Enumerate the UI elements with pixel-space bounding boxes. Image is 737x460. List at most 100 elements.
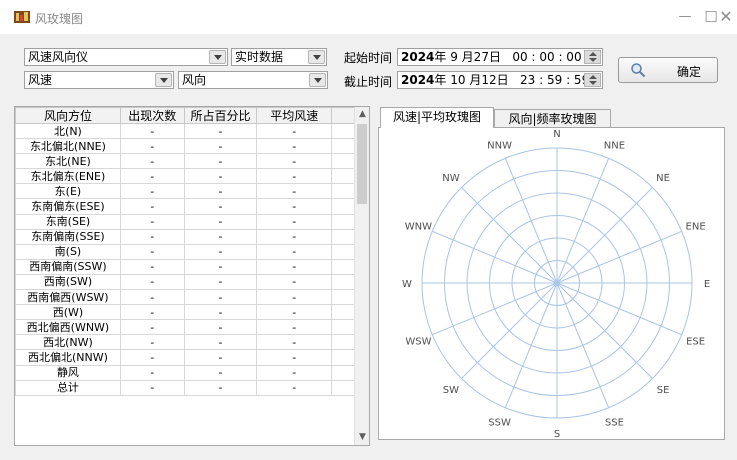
tab-frequency-rose[interactable]: 风向|频率玫瑰图	[494, 109, 611, 127]
wind-rose-chart: N NNE NE ENE E ESE SE SSE S SSW SW WSW W WNW NW NNW	[402, 129, 710, 439]
device-select[interactable]: 风速风向仪	[24, 48, 228, 66]
value-cell: -	[256, 243, 333, 260]
mode-select-value: 实时数据	[235, 50, 284, 64]
spin-icon[interactable]	[584, 73, 601, 87]
empty-cell	[331, 138, 356, 155]
value-cell: -	[119, 243, 185, 260]
tab-speed-rose[interactable]: 风速|平均玫瑰图	[380, 107, 494, 128]
table-row[interactable]: 总计 - - -	[15, 379, 356, 396]
value-cell: -	[119, 364, 185, 381]
table-row[interactable]: 东南偏东(ESE) - - -	[15, 198, 356, 215]
device-select-value: 风速风向仪	[28, 50, 89, 64]
direction-label: S	[554, 429, 560, 439]
value-cell: -	[256, 349, 333, 366]
table-row[interactable]: 东北(NE) - - -	[15, 153, 356, 170]
direction-label: N	[553, 129, 560, 140]
direction-cell: 东北(NE)	[15, 153, 121, 170]
direction-cell: 东南偏南(SSE)	[15, 228, 121, 245]
table-row[interactable]: 西南偏南(SSW) - - -	[15, 258, 356, 275]
chevron-down-icon	[308, 50, 325, 64]
direction-label: NE	[656, 173, 670, 184]
value-cell: -	[183, 334, 258, 351]
empty-cell	[331, 213, 356, 230]
column-header[interactable]: 所占百分比	[183, 107, 258, 124]
rose-spoke	[432, 230, 558, 284]
direction-cell: 西南偏西(WSW)	[15, 289, 121, 306]
table-row[interactable]: 西南偏西(WSW) - - -	[15, 289, 356, 306]
direction-cell: 西北偏北(NNW)	[15, 349, 121, 366]
vertical-scrollbar[interactable]: ▲ ▼	[354, 107, 369, 445]
value-cell: -	[256, 228, 333, 245]
column-header-empty	[331, 107, 356, 124]
mode-select[interactable]: 实时数据	[231, 48, 327, 66]
speed-select-value: 风速	[28, 73, 53, 87]
direction-label: SE	[657, 385, 670, 396]
table-row[interactable]: 东(E) - - -	[15, 183, 356, 200]
direction-table-panel: 风向方位 出现次数 所占百分比 平均风速 北(N) - - - 东北偏北(NNE) - - -…	[14, 106, 370, 446]
minimize-button[interactable]: —	[678, 9, 692, 24]
column-header[interactable]: 出现次数	[119, 107, 185, 124]
end-date-picker[interactable]: 2024年 10 月12日 23 : 59 : 59	[397, 71, 603, 89]
value-cell: -	[183, 349, 258, 366]
empty-cell	[331, 228, 356, 245]
close-button[interactable]: ✕	[719, 7, 733, 26]
rose-spoke	[556, 158, 610, 284]
direction-label: ESE	[686, 336, 705, 347]
value-cell: -	[183, 183, 258, 200]
end-year: 2024	[401, 73, 435, 87]
scroll-down-icon[interactable]: ▼	[359, 432, 366, 442]
direction-label: NNE	[604, 140, 625, 151]
direction-select[interactable]: 风向	[178, 71, 328, 89]
table-row[interactable]: 西北偏北(NNW) - - -	[15, 349, 356, 366]
value-cell: -	[183, 228, 258, 245]
value-cell: -	[256, 153, 333, 170]
empty-cell	[331, 289, 356, 306]
rose-spoke	[556, 282, 610, 408]
empty-cell	[331, 379, 356, 396]
direction-label: SSE	[605, 418, 624, 429]
maximize-button[interactable]: ☐	[704, 8, 718, 26]
direction-label: SSW	[488, 418, 511, 429]
rose-spoke	[556, 282, 653, 379]
scroll-up-icon[interactable]: ▲	[359, 109, 366, 119]
scroll-thumb[interactable]	[357, 124, 367, 204]
value-cell: -	[256, 198, 333, 215]
table-row[interactable]: 西北偏西(WNW) - - -	[15, 319, 356, 336]
value-cell: -	[183, 364, 258, 381]
table-row[interactable]: 西(W) - - -	[15, 304, 356, 321]
value-cell: -	[183, 122, 258, 140]
rose-spoke	[556, 282, 682, 336]
window-title: 风玫瑰图	[35, 12, 84, 26]
value-cell: -	[183, 243, 258, 260]
value-cell: -	[119, 319, 185, 336]
speed-select[interactable]: 风速	[24, 71, 174, 89]
table-row[interactable]: 西南(SW) - - -	[15, 273, 356, 291]
direction-cell: 西南(SW)	[15, 273, 121, 291]
table-row[interactable]: 东北偏北(NNE) - - -	[15, 138, 356, 155]
column-header[interactable]: 风向方位	[15, 107, 121, 124]
value-cell: -	[119, 379, 185, 396]
table-row[interactable]: 东南偏南(SSE) - - -	[15, 228, 356, 245]
value-cell: -	[256, 304, 333, 321]
empty-cell	[331, 243, 356, 260]
column-header[interactable]: 平均风速	[256, 107, 333, 124]
table-row[interactable]: 南(S) - - -	[15, 243, 356, 260]
rose-spoke	[461, 187, 558, 284]
direction-cell: 东南偏东(ESE)	[15, 198, 121, 215]
table-row[interactable]: 西北(NW) - - -	[15, 334, 356, 351]
confirm-button[interactable]: 确定	[618, 57, 718, 83]
table-row[interactable]: 北(N) - - -	[15, 122, 356, 140]
direction-label: NNW	[487, 140, 512, 151]
table-row[interactable]: 东北偏东(ENE) - - -	[15, 168, 356, 185]
start-time: 00 : 00 : 00	[512, 50, 582, 64]
table-row[interactable]: 东南(SE) - - -	[15, 213, 356, 230]
start-year-unit: 年	[434, 50, 447, 64]
start-date-picker[interactable]: 2024年 9 月27日 00 : 00 : 00	[397, 48, 603, 66]
rose-spoke	[432, 282, 558, 336]
value-cell: -	[183, 289, 258, 306]
value-cell: -	[183, 198, 258, 215]
empty-cell	[331, 153, 356, 170]
direction-table: 风向方位 出现次数 所占百分比 平均风速 北(N) - - - 东北偏北(NNE) - - -…	[15, 107, 356, 396]
table-row[interactable]: 静风 - - -	[15, 364, 356, 381]
spin-icon[interactable]	[584, 50, 601, 64]
